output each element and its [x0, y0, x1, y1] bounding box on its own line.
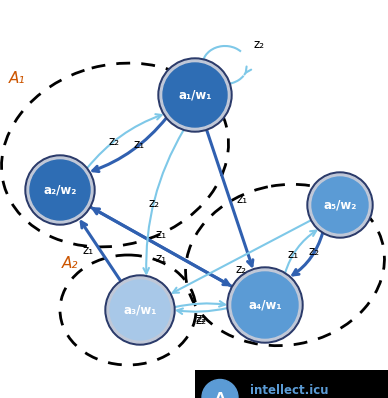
Circle shape — [312, 177, 368, 233]
Circle shape — [227, 267, 303, 343]
Circle shape — [27, 157, 93, 223]
FancyArrowPatch shape — [177, 308, 227, 314]
Text: intellect.icu: intellect.icu — [250, 384, 329, 397]
Text: a₂/w₂: a₂/w₂ — [43, 183, 77, 197]
FancyArrowPatch shape — [87, 114, 161, 168]
Text: A: A — [215, 390, 225, 398]
Text: a₃/w₁: a₃/w₁ — [123, 304, 157, 316]
Circle shape — [307, 172, 373, 238]
Circle shape — [232, 272, 298, 338]
FancyArrowPatch shape — [144, 130, 184, 273]
Circle shape — [229, 269, 301, 341]
Circle shape — [160, 60, 230, 130]
FancyArrowPatch shape — [207, 130, 253, 266]
Circle shape — [25, 155, 95, 225]
Circle shape — [105, 275, 175, 345]
Text: z₂: z₂ — [196, 312, 206, 325]
FancyArrowPatch shape — [90, 207, 229, 285]
FancyArrowPatch shape — [285, 230, 316, 273]
Circle shape — [202, 380, 238, 398]
Circle shape — [158, 58, 232, 132]
Text: z₁: z₁ — [134, 138, 145, 151]
Text: z₂: z₂ — [108, 135, 120, 148]
FancyArrowPatch shape — [81, 222, 121, 281]
FancyArrowPatch shape — [173, 220, 311, 293]
Text: z₁: z₁ — [236, 193, 248, 206]
Text: z₂: z₂ — [148, 197, 159, 210]
Circle shape — [110, 280, 170, 340]
Text: z₁: z₁ — [288, 248, 299, 261]
Text: z₁: z₁ — [82, 244, 94, 256]
Circle shape — [30, 160, 90, 220]
FancyArrowPatch shape — [93, 118, 166, 172]
FancyArrowPatch shape — [293, 233, 323, 275]
Circle shape — [309, 174, 371, 236]
Circle shape — [107, 277, 173, 343]
Text: a₅/w₂: a₅/w₂ — [323, 199, 357, 211]
Text: A₂: A₂ — [62, 256, 78, 271]
Text: z₂: z₂ — [196, 314, 206, 327]
Circle shape — [163, 63, 227, 127]
Text: A₁: A₁ — [9, 71, 26, 86]
Text: a₁/w₁: a₁/w₁ — [178, 88, 212, 101]
Text: z₁: z₁ — [156, 228, 167, 241]
Text: a₄/w₁: a₄/w₁ — [248, 298, 282, 312]
FancyArrowPatch shape — [175, 301, 225, 307]
Text: z₁: z₁ — [156, 252, 167, 265]
Text: z₂: z₂ — [253, 37, 265, 51]
FancyArrowPatch shape — [93, 209, 232, 287]
Bar — [195, 370, 388, 398]
Text: z₂: z₂ — [236, 263, 246, 275]
Text: z₂: z₂ — [309, 245, 320, 258]
